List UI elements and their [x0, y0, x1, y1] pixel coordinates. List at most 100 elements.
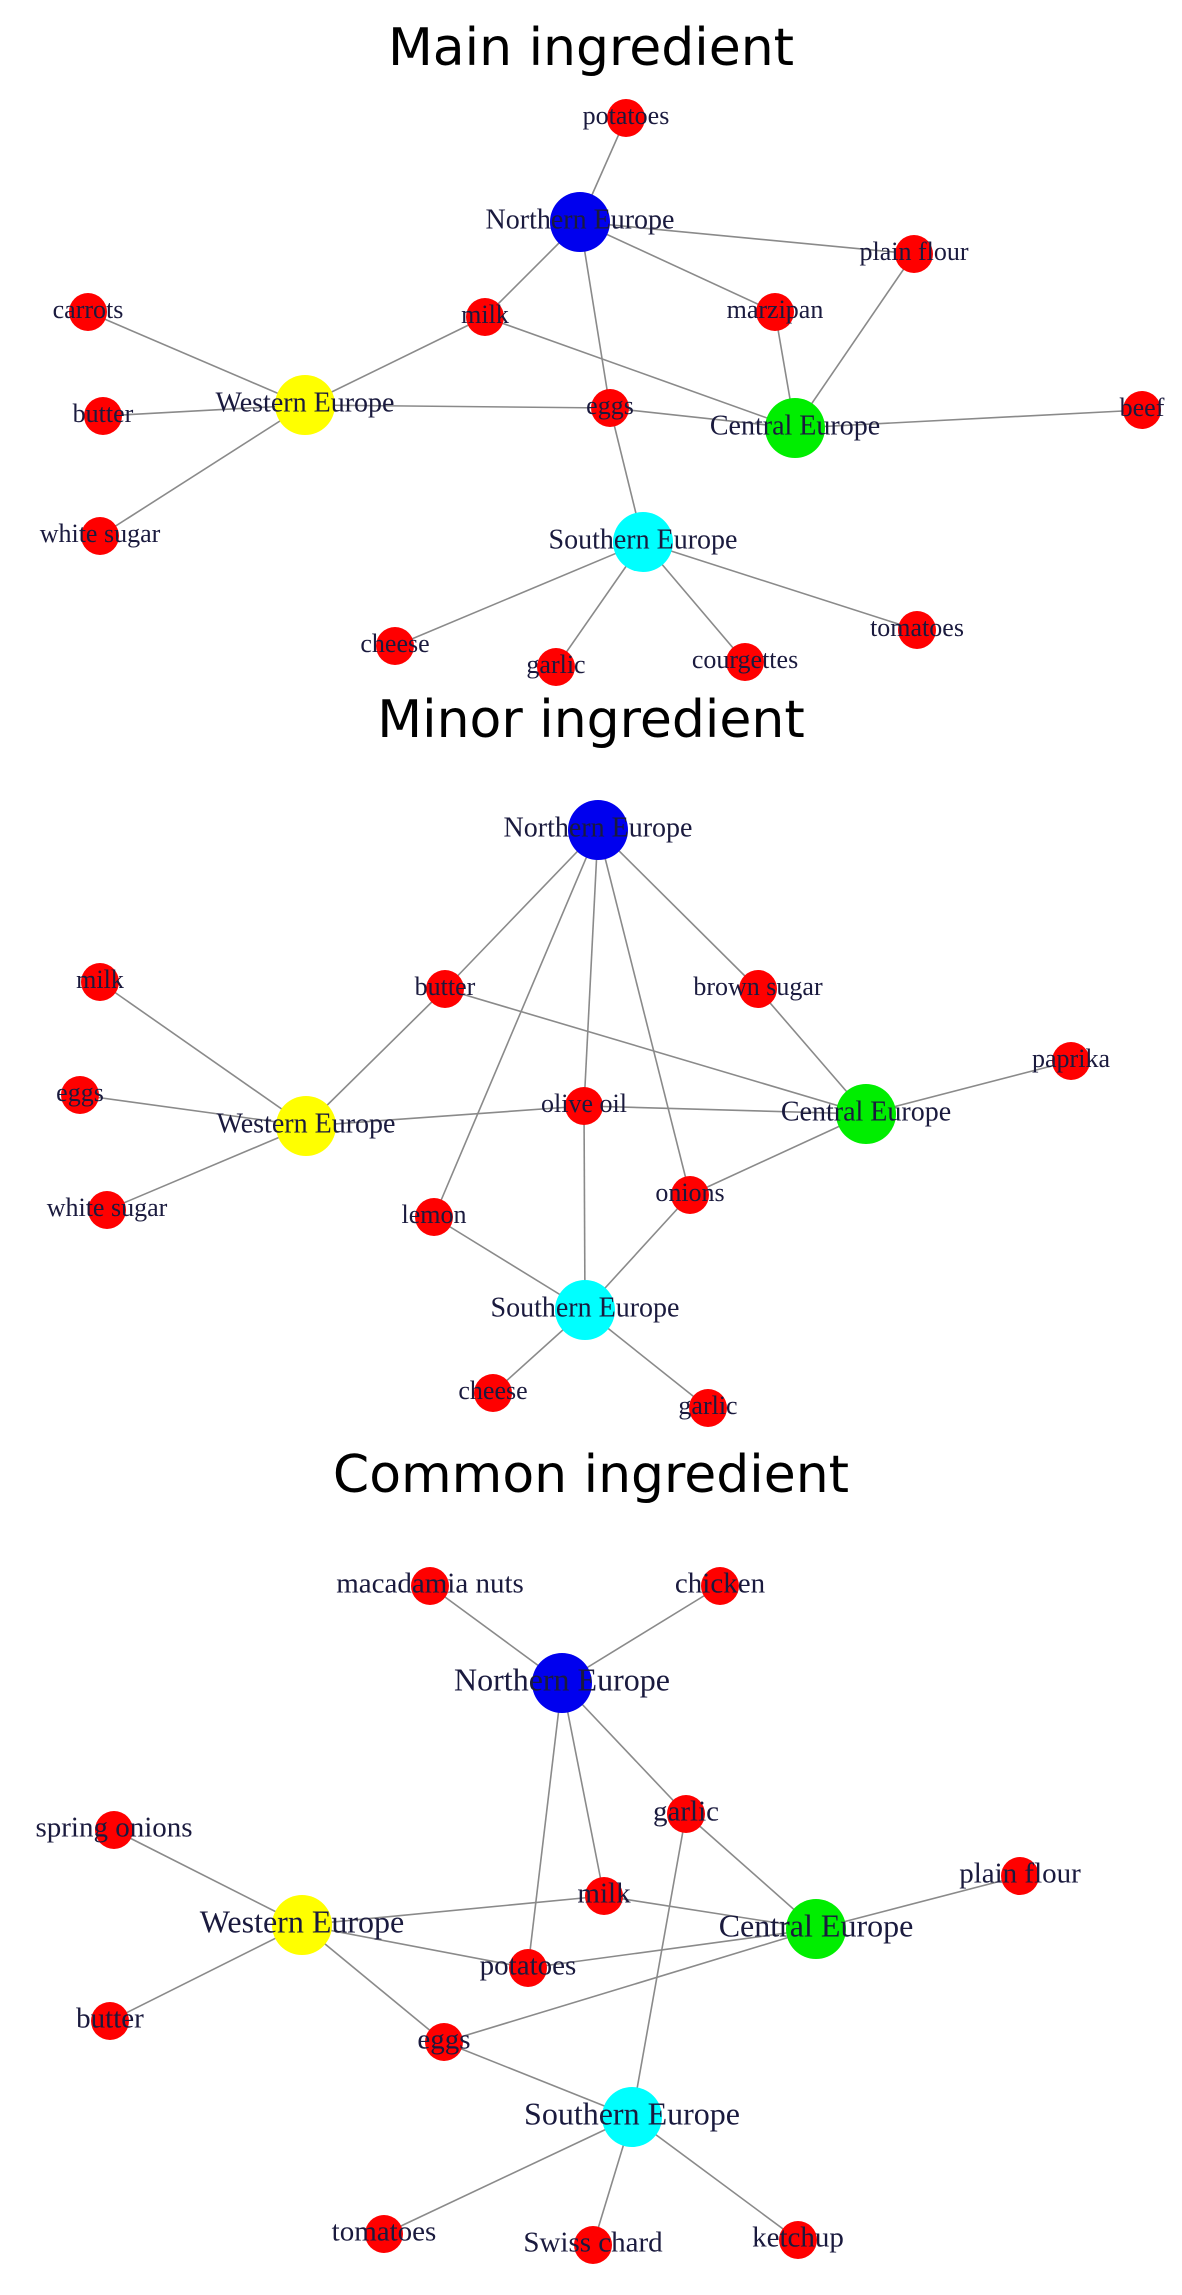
- edge-northern-europe-milk: [561, 1682, 605, 1897]
- ingredient-node-garlic: [667, 1795, 705, 1833]
- edge-western-europe-milk: [304, 316, 486, 406]
- edge-western-europe-milk: [99, 981, 307, 1127]
- edge-central-europe-plain-flour: [815, 1875, 1021, 1930]
- ingredient-node-white-sugar: [88, 1191, 126, 1229]
- edge-southern-europe-olive-oil: [583, 1105, 586, 1311]
- region-label-western-europe: Western Europe: [216, 387, 395, 418]
- ingredient-label-white-sugar: white sugar: [40, 519, 161, 548]
- ingredient-label-eggs: eggs: [417, 2024, 470, 2056]
- ingredient-label-butter: butter: [73, 399, 134, 428]
- edge-northern-europe-brown-sugar: [597, 829, 759, 990]
- edge-northern-europe-plain-flour: [579, 221, 915, 255]
- ingredient-node-eggs: [591, 389, 629, 427]
- ingredient-node-milk: [585, 1877, 623, 1915]
- ingredient-node-butter: [426, 970, 464, 1008]
- ingredient-label-potatoes: potatoes: [480, 1950, 577, 1982]
- edge-central-europe-paprika: [865, 1060, 1072, 1115]
- ingredient-node-milk: [81, 963, 119, 1001]
- region-node-central-europe: [786, 1899, 846, 1959]
- ingredient-node-beef: [1123, 391, 1161, 429]
- ingredient-node-tomatoes: [898, 611, 936, 649]
- ingredient-node-swiss-chard: [574, 2226, 612, 2264]
- ingredient-label-butter: butter: [76, 2003, 144, 2035]
- panel-title-common: Common ingredient: [332, 1445, 850, 1505]
- edge-southern-europe-eggs: [443, 2041, 633, 2118]
- ingredient-label-milk: milk: [461, 300, 509, 329]
- edge-southern-europe-garlic: [631, 1813, 687, 2118]
- panel-title-minor: Minor ingredient: [377, 690, 805, 750]
- edge-central-europe-onions: [689, 1113, 867, 1196]
- nodes-group: [61, 800, 1090, 1427]
- region-node-western-europe: [276, 1096, 336, 1156]
- ingredient-label-onions: onions: [655, 1178, 724, 1207]
- ingredient-node-eggs: [61, 1076, 99, 1114]
- ingredient-node-ketchup: [779, 2221, 817, 2259]
- ingredient-node-chicken: [701, 1567, 739, 1605]
- region-label-northern-europe: Northern Europe: [504, 812, 693, 843]
- region-node-western-europe: [275, 375, 335, 435]
- ingredient-label-paprika: paprika: [1032, 1044, 1110, 1073]
- ingredient-label-carrots: carrots: [53, 295, 124, 324]
- edge-western-europe-white-sugar: [106, 1125, 307, 1211]
- ingredient-node-butter: [84, 397, 122, 435]
- ingredient-node-white-sugar: [81, 517, 119, 555]
- edge-western-europe-butter: [109, 1924, 303, 2022]
- edge-western-europe-eggs: [304, 404, 611, 409]
- ingredient-label-swiss-chard: Swiss chard: [523, 2227, 663, 2259]
- ingredient-node-cheese: [376, 627, 414, 665]
- edge-southern-europe-tomatoes: [383, 2116, 633, 2235]
- edge-northern-europe-olive-oil: [583, 829, 599, 1107]
- ingredient-label-milk: milk: [577, 1878, 631, 1910]
- ingredient-label-garlic: garlic: [678, 1391, 737, 1420]
- edge-northern-europe-potatoes: [527, 1682, 563, 1969]
- ingredient-label-eggs: eggs: [56, 1078, 104, 1107]
- region-node-southern-europe: [602, 2087, 662, 2147]
- labels-group: Northern Europe Western Europe Central Eur…: [35, 1568, 1081, 2259]
- ingredient-node-olive-oil: [565, 1087, 603, 1125]
- ingredient-label-garlic: garlic: [653, 1796, 719, 1828]
- ingredient-node-cheese: [474, 1374, 512, 1412]
- ingredient-node-courgettes: [726, 643, 764, 681]
- edge-northern-europe-marzipan: [579, 221, 776, 313]
- edge-northern-europe-eggs: [579, 221, 611, 409]
- region-label-western-europe: Western Europe: [217, 1108, 396, 1139]
- ingredient-node-spring-onions: [95, 1811, 133, 1849]
- ingredient-node-garlic: [689, 1389, 727, 1427]
- ingredient-node-milk: [466, 298, 504, 336]
- graph-main-ingredient: Northern Europe Western Europe Central Eur…: [40, 99, 1165, 686]
- edge-western-europe-eggs: [79, 1094, 307, 1127]
- ingredient-node-eggs: [425, 2023, 463, 2061]
- panel-title-main: Main ingredient: [387, 18, 795, 78]
- ingredient-node-onions: [671, 1176, 709, 1214]
- edge-central-europe-eggs: [443, 1928, 817, 2043]
- edges-group: [109, 1585, 1021, 2246]
- ingredient-label-spring-onions: spring onions: [35, 1812, 192, 1844]
- ingredient-node-garlic: [537, 648, 575, 686]
- edges-group: [87, 117, 1143, 668]
- ingredient-label-plain-flour: plain flour: [859, 237, 968, 266]
- region-node-northern-europe: [550, 192, 610, 252]
- nodes-group: [91, 1567, 1039, 2264]
- ingredient-node-potatoes: [509, 1949, 547, 1987]
- labels-group: Northern Europe Western Europe Central Eur…: [40, 101, 1165, 679]
- labels-group: Northern Europe Western Europe Central Eur…: [47, 812, 1111, 1420]
- edge-central-europe-olive-oil: [583, 1105, 867, 1115]
- edge-western-europe-eggs: [301, 1924, 445, 2043]
- ingredient-label-cheese: cheese: [360, 629, 429, 658]
- ingredient-node-macadamia-nuts: [411, 1567, 449, 1605]
- edge-western-europe-white-sugar: [99, 404, 306, 537]
- region-label-southern-europe: Southern Europe: [524, 2095, 740, 2131]
- edge-western-europe-butter: [305, 988, 446, 1127]
- ingredient-label-olive-oil: olive oil: [541, 1089, 627, 1118]
- edge-western-europe-olive-oil: [305, 1105, 585, 1127]
- ingredient-label-potatoes: potatoes: [583, 101, 670, 130]
- ingredient-node-carrots: [69, 293, 107, 331]
- graph-minor-ingredient: Northern Europe Western Europe Central Eur…: [47, 800, 1111, 1427]
- region-label-western-europe: Western Europe: [200, 1903, 404, 1939]
- region-label-central-europe: Central Europe: [781, 1096, 951, 1127]
- ingredient-node-marzipan: [756, 293, 794, 331]
- ingredient-label-lemon: lemon: [402, 1200, 467, 1229]
- region-label-southern-europe: Southern Europe: [549, 524, 738, 555]
- edge-northern-europe-onions: [597, 829, 691, 1196]
- edge-central-europe-milk: [603, 1895, 817, 1930]
